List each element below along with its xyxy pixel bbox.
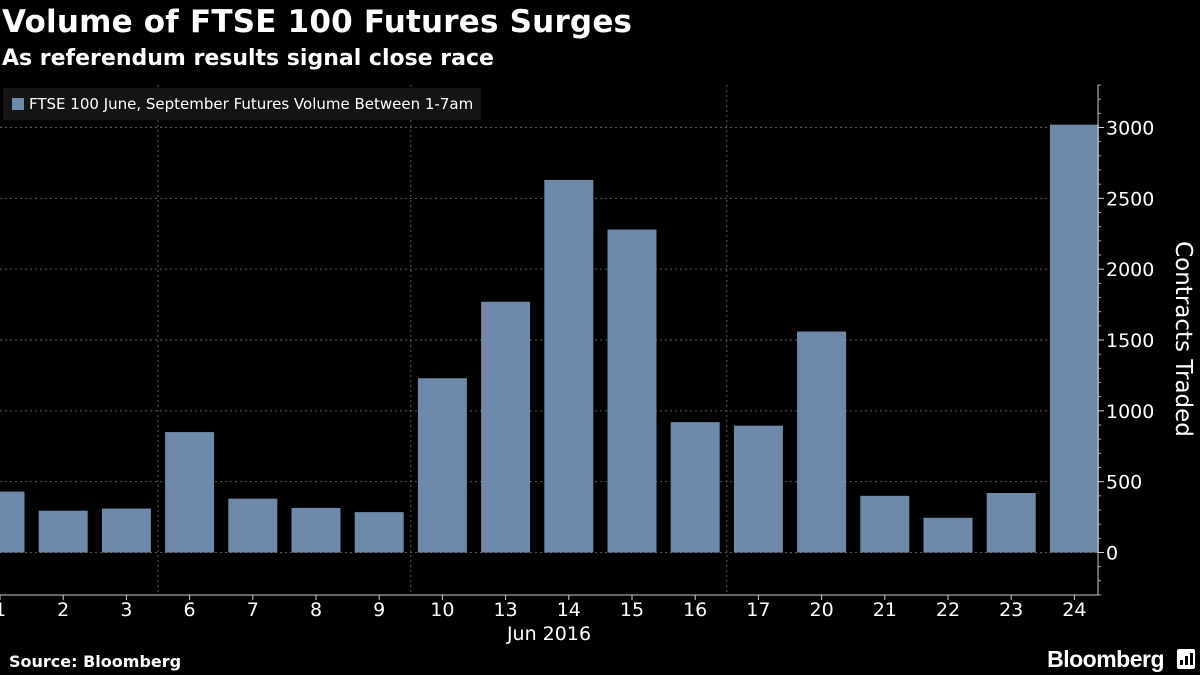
legend: FTSE 100 June, September Futures Volume …	[3, 88, 482, 120]
x-tick-label: 17	[746, 599, 770, 621]
axes	[0, 84, 1104, 600]
bar-1	[0, 491, 25, 553]
bar-23	[986, 493, 1036, 553]
bar-21	[860, 495, 910, 553]
y-tick-label: 3000	[1106, 118, 1154, 140]
x-tick-label: 3	[120, 599, 132, 621]
x-tick-label: 16	[683, 599, 707, 621]
x-tick-label: 24	[1062, 599, 1086, 621]
bar-16	[670, 422, 720, 553]
bar-20	[797, 331, 847, 553]
x-tick-label: 8	[310, 599, 322, 621]
y-axis-label: Contracts Traded	[1170, 241, 1196, 437]
x-tick-label: 20	[810, 599, 834, 621]
bar-14	[544, 179, 594, 553]
bar-6	[165, 432, 215, 553]
bar-15	[607, 229, 657, 553]
source-note: Source: Bloomberg	[9, 652, 182, 671]
x-tick-label: 14	[557, 599, 581, 621]
chart-subtitle: As referendum results signal close race	[2, 46, 494, 71]
x-tick-label: 2	[57, 599, 69, 621]
bar-17	[733, 425, 783, 553]
bar-7	[228, 498, 278, 553]
legend-swatch	[12, 98, 24, 110]
bar-13	[481, 301, 531, 553]
x-tick-label: 7	[247, 599, 259, 621]
bar-3	[101, 508, 151, 553]
x-tick-label: 22	[936, 599, 960, 621]
axis-labels: 0500100015002000250030001236789101314151…	[0, 118, 1196, 646]
y-tick-label: 1500	[1106, 330, 1154, 352]
x-tick-label: 13	[494, 599, 518, 621]
x-tick-label: 23	[999, 599, 1023, 621]
x-tick-label: 10	[430, 599, 454, 621]
x-axis-label: Jun 2016	[506, 623, 591, 645]
bloomberg-chart-icon	[1177, 649, 1195, 669]
brand-logo: Bloomberg	[1047, 646, 1164, 672]
chart-title: Volume of FTSE 100 Futures Surges	[2, 4, 633, 40]
bar-10	[417, 378, 467, 553]
y-tick-label: 2500	[1106, 188, 1154, 210]
legend-label: FTSE 100 June, September Futures Volume …	[29, 95, 474, 113]
bar-22	[923, 517, 973, 553]
y-tick-label: 2000	[1106, 259, 1154, 281]
y-tick-label: 1000	[1106, 401, 1154, 423]
x-tick-label: 6	[184, 599, 196, 621]
bar-2	[38, 510, 88, 553]
bar-8	[291, 507, 341, 553]
y-tick-label: 0	[1106, 543, 1118, 565]
x-tick-label: 9	[373, 599, 385, 621]
bar-24	[1049, 124, 1099, 553]
y-tick-label: 500	[1106, 472, 1142, 494]
bars	[0, 124, 1099, 553]
bar-9	[354, 512, 404, 553]
x-tick-label: 15	[620, 599, 644, 621]
x-tick-label: 1	[0, 599, 6, 621]
x-tick-label: 21	[873, 599, 897, 621]
grid-lines	[0, 85, 1098, 595]
